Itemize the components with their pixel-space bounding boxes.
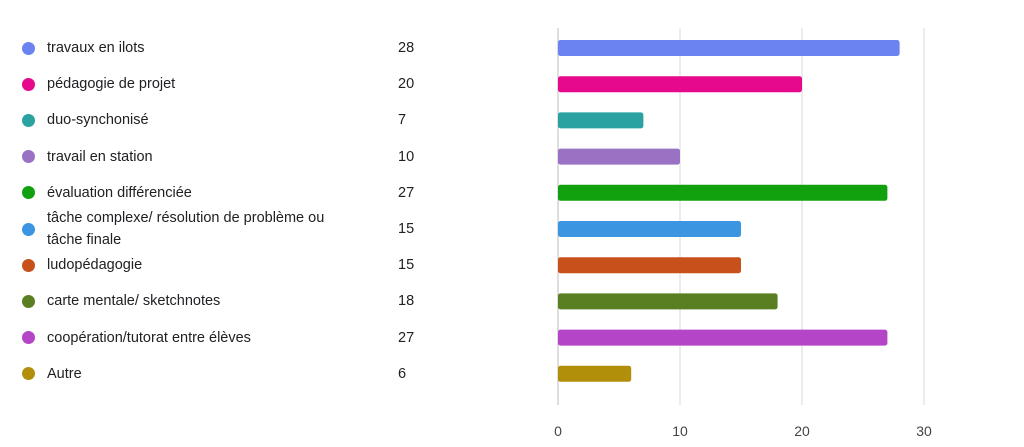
legend-label: travaux en ilots: [47, 40, 145, 56]
bar[interactable]: [558, 184, 888, 201]
legend-value: 15: [398, 257, 415, 274]
legend-value: 27: [398, 329, 415, 346]
legend-color-dot-icon: [22, 222, 35, 236]
legend-value: 7: [398, 112, 407, 129]
legend-label: évaluation différenciée: [47, 184, 192, 201]
legend-color-dot-icon: [22, 258, 35, 272]
legend-label: carte mentale/ sketchnotes: [47, 293, 221, 310]
legend-value: 18: [398, 293, 415, 310]
legend-color-dot-icon: [22, 113, 35, 127]
legend-value: 6: [398, 365, 407, 382]
x-tick-label: 20: [794, 423, 810, 439]
x-tick-label: 10: [672, 423, 688, 439]
legend-value: 27: [398, 184, 415, 201]
legend-label: Autre: [47, 365, 82, 382]
legend-label: ludopédagogie: [47, 257, 143, 274]
legend-color-dot-icon: [22, 294, 35, 308]
bar[interactable]: [558, 221, 741, 237]
legend-color-dot-icon: [22, 150, 35, 164]
legend-value: 10: [398, 148, 415, 165]
legend-label: tâche complexe/ résolution de problème o…: [47, 210, 325, 226]
bar[interactable]: [558, 257, 741, 274]
bar[interactable]: [558, 329, 888, 346]
legend-color-dot-icon: [22, 77, 35, 91]
legend-value: 28: [398, 40, 415, 56]
bar[interactable]: [558, 112, 644, 129]
bar[interactable]: [558, 76, 802, 93]
legend-label: tâche finale: [47, 232, 122, 248]
legend-color-dot-icon: [22, 331, 35, 345]
bar[interactable]: [558, 365, 632, 382]
legend-value: 20: [398, 76, 415, 93]
legend-label: coopération/tutorat entre élèves: [47, 329, 251, 346]
legend-label: pédagogie de projet: [47, 76, 176, 93]
bar[interactable]: [558, 148, 680, 165]
legend-color-dot-icon: [22, 41, 35, 55]
legend-color-dot-icon: [22, 186, 35, 200]
legend-value: 15: [398, 221, 415, 237]
bar[interactable]: [558, 40, 900, 56]
legend: travaux en ilots 28 pédagogie de projet 20 d…: [0, 0, 440, 447]
legend-label: duo-synchonisé: [47, 112, 149, 129]
x-tick-label: 30: [916, 423, 932, 439]
legend-color-dot-icon: [22, 367, 35, 381]
bar[interactable]: [558, 293, 778, 310]
x-tick-label: 0: [554, 423, 562, 439]
legend-label: travail en station: [47, 148, 153, 165]
